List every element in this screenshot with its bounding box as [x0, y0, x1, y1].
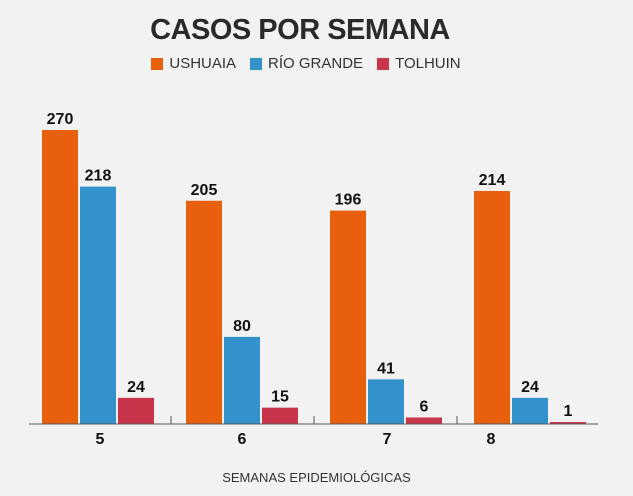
legend-label: TOLHUIN [395, 55, 461, 72]
data-label: 270 [47, 111, 74, 128]
bar [512, 397, 548, 424]
bar [224, 336, 260, 424]
bar [118, 397, 154, 424]
x-tick-label: 5 [96, 431, 105, 448]
data-label: 41 [377, 360, 395, 377]
data-label: 1 [564, 403, 573, 420]
bar [330, 210, 366, 424]
data-label: 80 [233, 318, 251, 335]
data-label: 218 [85, 168, 112, 185]
bar [262, 407, 298, 424]
data-label: 6 [420, 398, 429, 415]
x-tick-label: 7 [383, 431, 392, 448]
bar [474, 190, 510, 424]
x-axis-label: SEMANAS EPIDEMIOLÓGICAS [222, 470, 411, 485]
x-tick-label: 8 [487, 431, 496, 448]
legend: USHUAIA RÍO GRANDE TOLHUIN [0, 55, 612, 72]
bar [42, 130, 78, 424]
chart-title: CASOS POR SEMANA [150, 14, 450, 46]
bar [406, 417, 442, 424]
data-label: 196 [335, 192, 362, 209]
legend-swatch [250, 57, 263, 70]
data-label: 24 [127, 379, 145, 396]
bar [186, 200, 222, 424]
bar [80, 186, 116, 424]
data-label: 205 [191, 182, 218, 199]
legend-swatch [151, 57, 164, 70]
legend-swatch [377, 57, 390, 70]
bar [368, 379, 404, 424]
legend-label: USHUAIA [169, 55, 237, 72]
legend-item-ushuaia: USHUAIA [151, 55, 236, 72]
x-tick-label: 6 [238, 431, 247, 448]
legend-item-tolhuin: TOLHUIN [377, 55, 461, 72]
legend-label: RÍO GRANDE [268, 55, 364, 72]
legend-item-rio-grande: RÍO GRANDE [250, 55, 363, 72]
data-label: 214 [479, 172, 506, 189]
bar [550, 422, 586, 424]
data-label: 15 [271, 389, 289, 406]
data-label: 24 [521, 379, 539, 396]
